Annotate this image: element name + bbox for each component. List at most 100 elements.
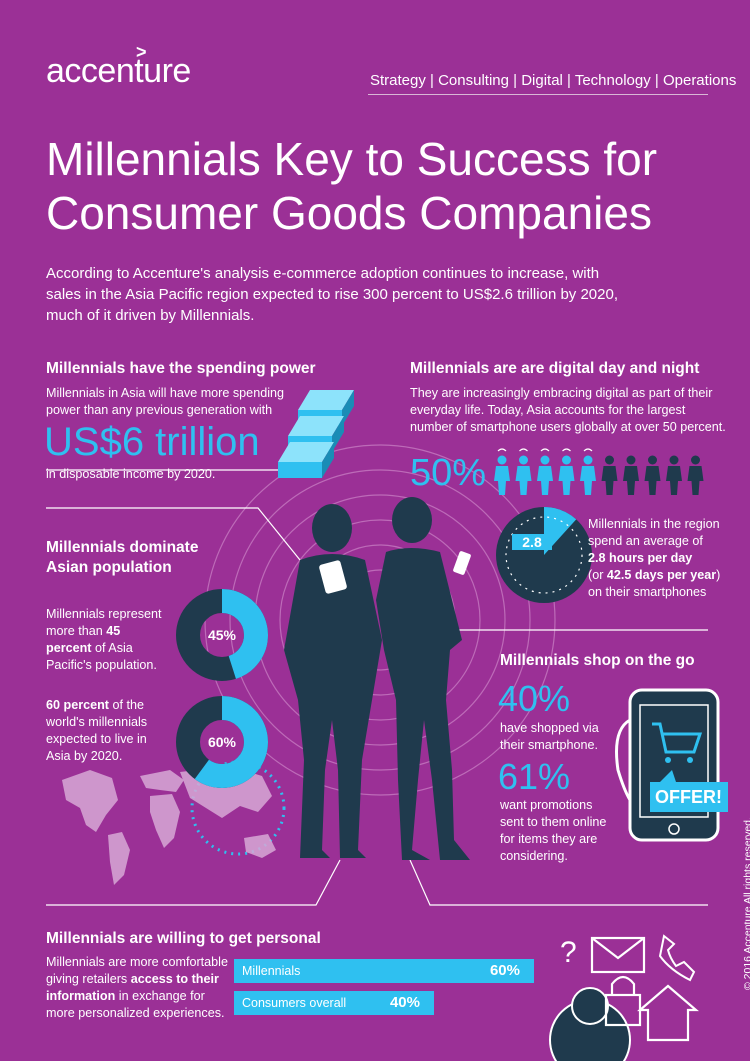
accenture-logo: accenture xyxy=(46,52,191,90)
population-text-1-bold-1: 45 xyxy=(106,624,121,638)
personal-text-prefix: giving retailers xyxy=(46,972,131,986)
bar-consumers-value: 40% xyxy=(389,994,420,1011)
intro-line-2: sales in the Asia Pacific region expecte… xyxy=(46,286,618,303)
shop-stat-2-line-3: for items they are xyxy=(500,832,598,846)
days-prefix: (or xyxy=(588,568,607,582)
dotted-ring xyxy=(190,760,286,856)
population-text-1-line-2: more than 45 xyxy=(46,623,162,640)
shop-stat-1-line-1: have shopped via xyxy=(500,721,599,735)
population-text-2-line-3: expected to live in xyxy=(46,732,147,746)
digital-heading: Millennials are are digital day and nigh… xyxy=(410,360,700,377)
digital-text-line-1: They are increasingly embracing digital … xyxy=(410,386,713,400)
title-line-2: Consumer Goods Companies xyxy=(46,187,652,239)
population-heading-line-1: Millennials dominate xyxy=(46,539,199,556)
personal-text-bold-1: access to their xyxy=(130,972,219,986)
shop-stat-2-line-1: want promotions xyxy=(500,798,593,812)
days-line: (or 42.5 days per year) xyxy=(588,567,720,584)
man-silhouette-icon xyxy=(284,504,382,858)
shop-stat-2-line-2: sent to them online xyxy=(500,815,607,829)
population-text-2-bold: 60 percent xyxy=(46,698,109,712)
connector-lines xyxy=(46,469,708,906)
personal-text-suffix: in exchange for xyxy=(115,989,205,1003)
population-text-2-suffix: of the xyxy=(109,698,145,712)
personal-text: Millennials are more comfortable giving … xyxy=(46,954,228,1022)
shop-heading: Millennials shop on the go xyxy=(500,652,695,669)
population-text-1-line-4: Pacific's population. xyxy=(46,658,157,672)
population-text-1: Millennials represent more than 45 perce… xyxy=(46,606,162,674)
man-phone-icon xyxy=(319,560,347,594)
population-heading-line-2: Asian population xyxy=(46,559,172,576)
phone-icon xyxy=(658,934,696,982)
digital-text-line-3: number of smartphone users globally at o… xyxy=(410,420,726,434)
population-text-1-line-3: percent of Asia xyxy=(46,640,162,657)
world-map-icon xyxy=(62,766,276,885)
person-icon xyxy=(687,455,704,495)
person-icon xyxy=(515,448,532,495)
header-nav: Strategy | Consulting | Digital | Techno… xyxy=(370,72,737,89)
offer-label: OFFER! xyxy=(655,787,722,807)
personal-text-line-1: Millennials are more comfortable xyxy=(46,955,228,969)
donut-chart-45 xyxy=(176,589,268,681)
intro-line-3: much of it driven by Millennials. xyxy=(46,307,255,324)
spending-amount: US$6 trillion xyxy=(44,420,260,464)
shop-stat-2: 61% xyxy=(498,756,571,797)
personal-text-line-3: information in exchange for xyxy=(46,988,228,1005)
personal-heading: Millennials are willing to get personal xyxy=(46,930,321,947)
woman-silhouette-icon xyxy=(376,497,470,860)
person-icon xyxy=(601,455,618,495)
intro-text: According to Accenture's analysis e-comm… xyxy=(46,263,716,326)
days-suffix: ) xyxy=(716,568,721,582)
personal-info-icons xyxy=(549,934,699,1061)
header-rule xyxy=(368,94,708,95)
people-icons-row xyxy=(494,448,704,495)
accenture-logo-mark: > xyxy=(136,42,147,62)
population-text-2-line-2: world's millennials xyxy=(46,715,148,729)
hours-value: 2.8 hours per day xyxy=(588,551,693,565)
money-stack-icon xyxy=(278,390,354,478)
question-mark-icon: ? xyxy=(560,936,577,969)
personal-text-line-2: giving retailers access to their xyxy=(46,971,228,988)
copyright-text: © 2016 Accenture All rights reserved. xyxy=(742,817,750,990)
spending-text-line-2: power than any previous generation with xyxy=(46,403,273,417)
hours-line-2: spend an average of xyxy=(588,534,703,548)
days-value: 42.5 days per year xyxy=(606,568,717,582)
personal-bar-chart: Millennials 60% Consumers overall 40% xyxy=(234,959,534,1019)
population-heading: Millennials dominate Asian population xyxy=(46,538,198,578)
donut-60-label: 60% xyxy=(207,734,237,750)
digital-text: They are increasingly embracing digital … xyxy=(410,385,726,436)
person-icon xyxy=(537,448,553,495)
bar-millennials-label: Millennials xyxy=(242,964,301,978)
shop-stat-1: 40% xyxy=(498,678,571,719)
bar-consumers-overall: Consumers overall 40% xyxy=(234,991,434,1015)
person-icon xyxy=(580,448,596,495)
population-text-2: 60 percent of the world's millennials ex… xyxy=(46,697,147,765)
envelope-icon xyxy=(590,936,646,974)
donut-45-label: 45% xyxy=(207,627,237,643)
spending-heading: Millennials have the spending power xyxy=(46,360,316,377)
intro-line-1: According to Accenture's analysis e-comm… xyxy=(46,265,600,282)
person-icon xyxy=(623,455,639,495)
hours-text: Millennials in the region spend an avera… xyxy=(588,516,720,601)
woman-phone-icon xyxy=(453,551,471,575)
person-icon xyxy=(644,455,661,495)
population-text-1-line-1: Millennials represent xyxy=(46,607,162,621)
person-icon xyxy=(666,455,682,495)
digital-text-line-2: everyday life. Today, Asia accounts for … xyxy=(410,403,686,417)
person-icon xyxy=(494,448,510,495)
shop-stat-1-text: have shopped via their smartphone. xyxy=(500,720,599,754)
population-text-1-prefix: more than xyxy=(46,624,107,638)
population-text-1-suffix: of Asia xyxy=(91,641,133,655)
smartphone-icon xyxy=(615,688,728,842)
bar-millennials-value: 60% xyxy=(489,962,520,979)
spending-text: Millennials in Asia will have more spend… xyxy=(46,385,284,419)
shop-stat-2-line-4: considering. xyxy=(500,849,568,863)
title-line-1: Millennials Key to Success for xyxy=(46,133,658,185)
digital-percent: 50% xyxy=(410,452,487,494)
personal-text-line-4: more personalized experiences. xyxy=(46,1006,225,1020)
clock-chart-icon xyxy=(496,506,592,603)
spending-text-line-1: Millennials in Asia will have more spend… xyxy=(46,386,285,400)
personal-text-bold-2: information xyxy=(46,989,116,1003)
page-title: Millennials Key to Success for Consumer … xyxy=(46,132,726,240)
